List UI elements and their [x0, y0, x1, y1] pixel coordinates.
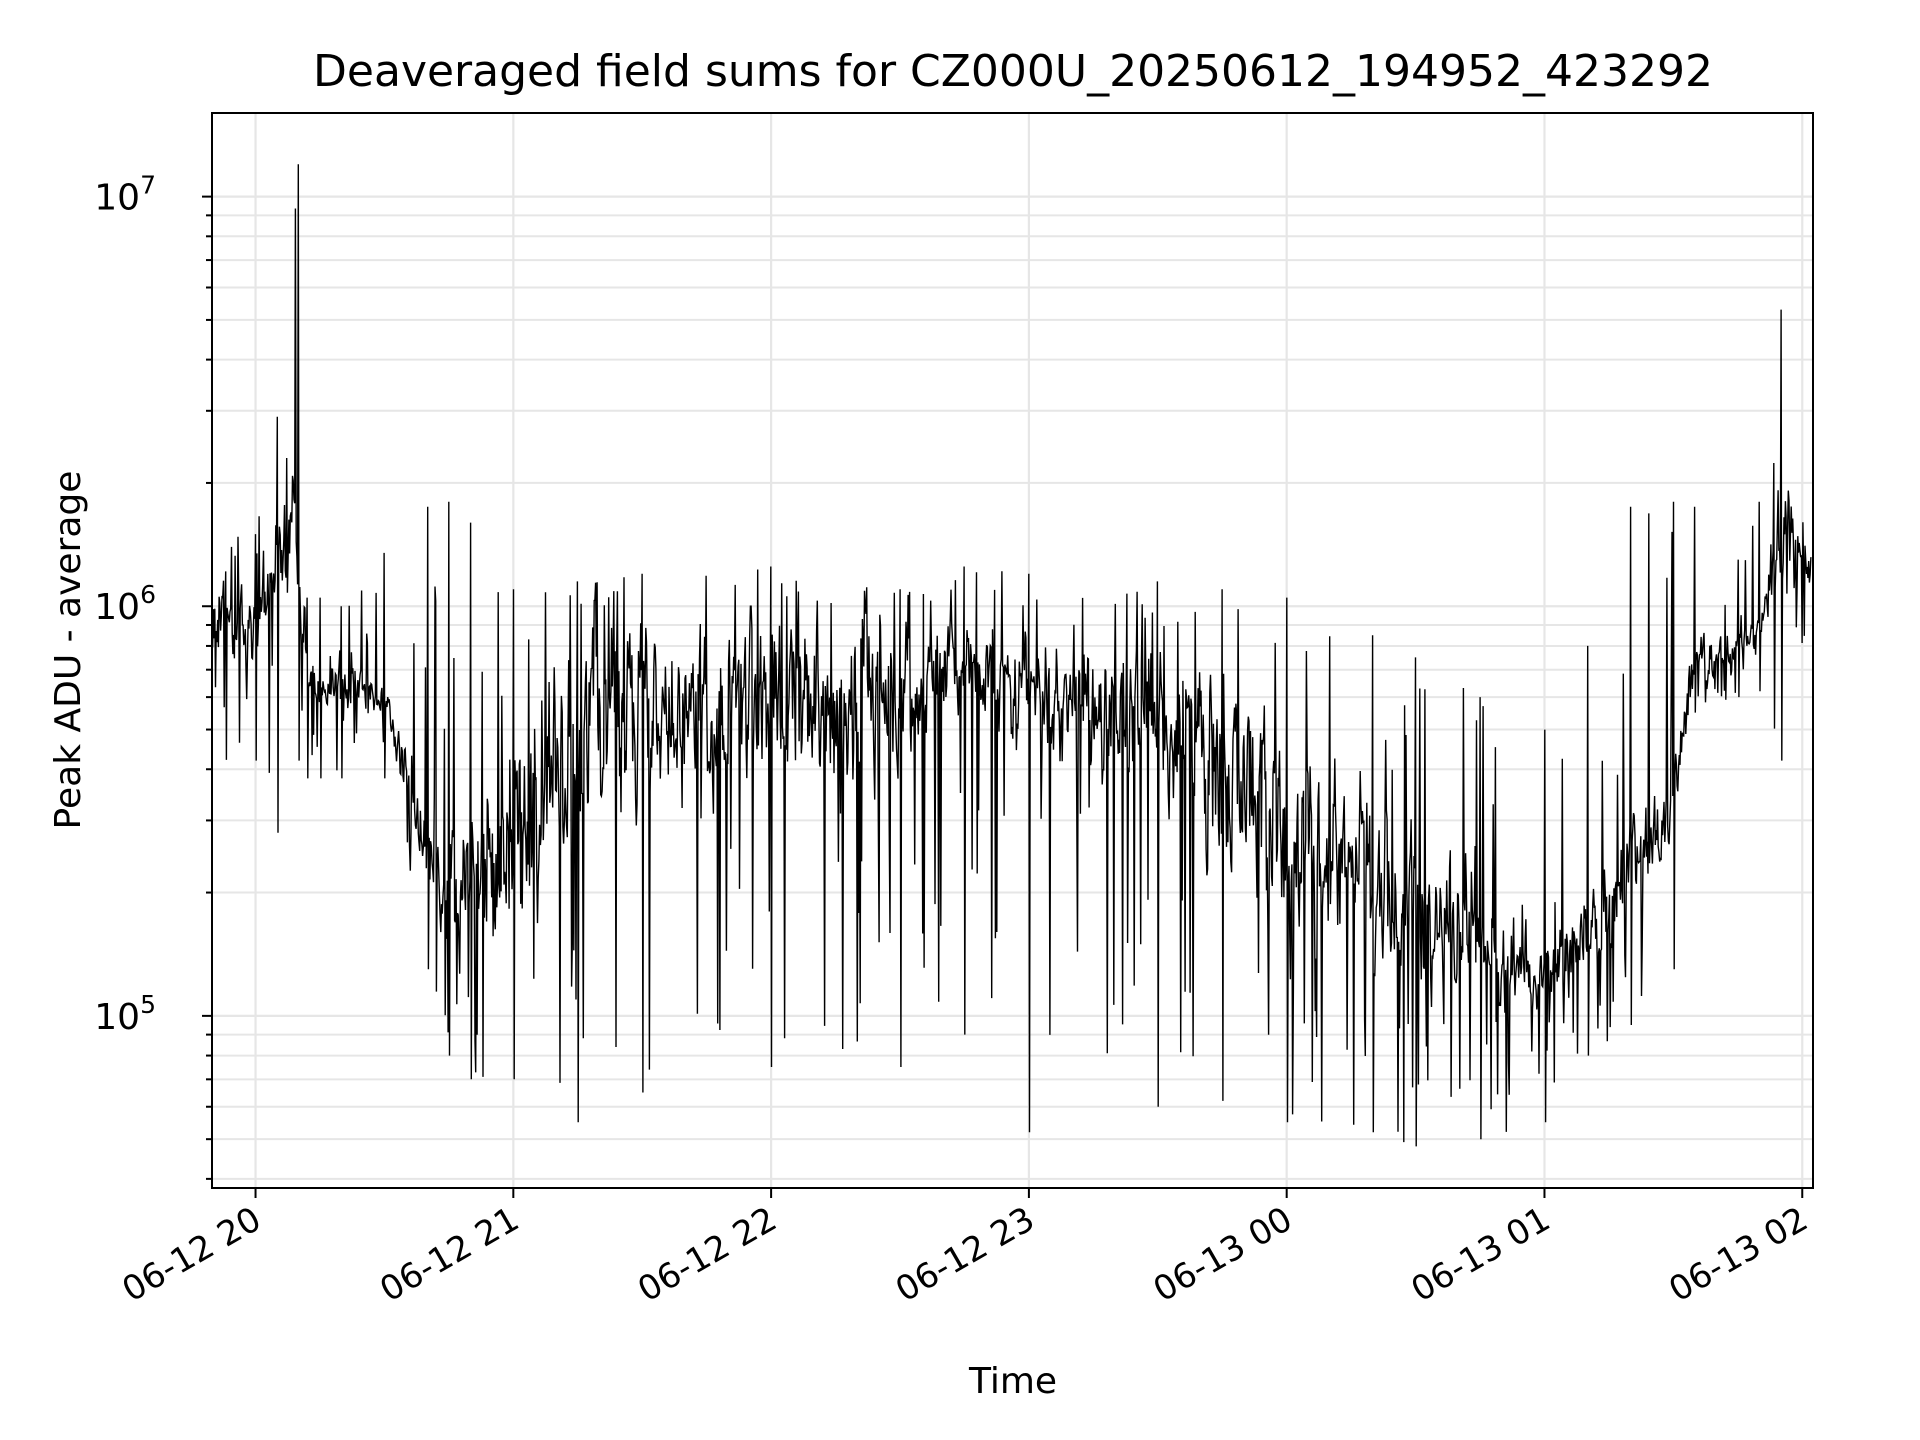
plot-frame: [211, 112, 1814, 1189]
series-layer: [211, 164, 1812, 1147]
series-line-0: [211, 164, 1812, 1147]
y-tick-label: 107: [94, 171, 156, 219]
x-axis-label: Time: [968, 1361, 1057, 1402]
y-tick-label: 105: [94, 990, 156, 1038]
chart-title: Deaveraged field sums for CZ000U_2025061…: [313, 46, 1713, 97]
y-tick-label: 106: [94, 580, 156, 628]
y-axis-label: Peak ADU - average: [48, 471, 89, 830]
